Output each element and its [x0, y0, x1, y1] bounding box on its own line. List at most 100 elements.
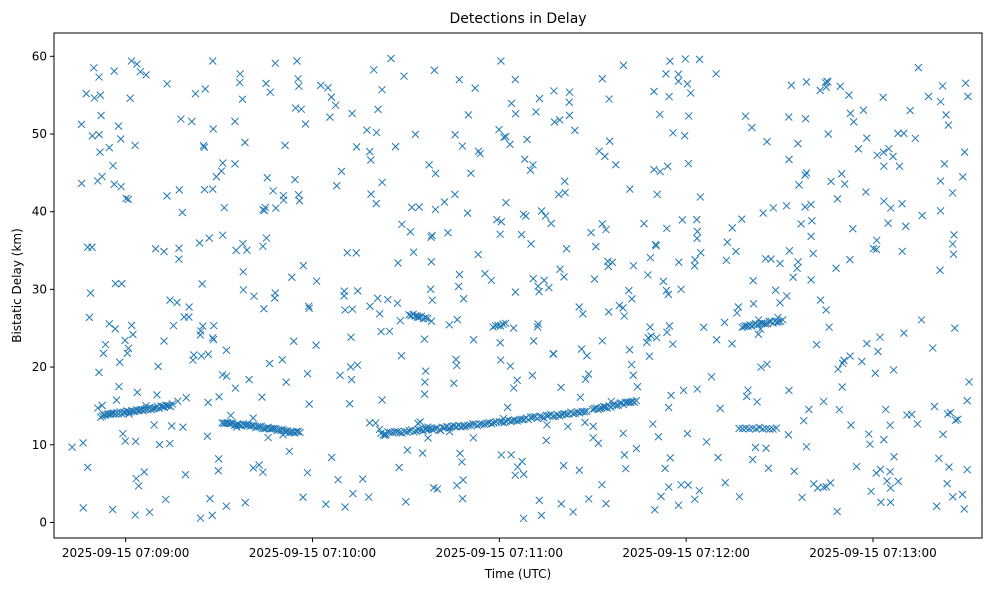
- data-point-marker: [578, 310, 587, 318]
- data-point-marker: [93, 404, 102, 412]
- data-point-marker: [748, 455, 757, 464]
- data-point-marker: [198, 322, 207, 330]
- data-point-marker: [674, 70, 683, 79]
- data-point-marker: [557, 500, 566, 508]
- data-point-marker: [271, 289, 280, 297]
- data-point-marker: [304, 302, 313, 311]
- data-point-marker: [945, 463, 953, 471]
- data-point-marker: [255, 461, 263, 469]
- data-point-marker: [560, 272, 568, 281]
- data-point-marker: [776, 259, 784, 268]
- data-point-marker: [68, 443, 76, 452]
- data-point-marker: [236, 70, 245, 78]
- data-point-marker: [150, 421, 158, 429]
- data-point-marker: [899, 129, 908, 138]
- data-point-marker: [208, 57, 217, 65]
- data-point-marker: [838, 359, 847, 368]
- data-point-marker: [198, 279, 207, 288]
- data-point-marker: [953, 415, 962, 424]
- data-point-marker: [294, 190, 303, 199]
- data-point-marker: [90, 94, 99, 102]
- data-point-marker: [163, 192, 171, 200]
- data-point-marker: [337, 167, 346, 176]
- data-point-marker: [246, 422, 255, 430]
- data-point-marker: [175, 244, 183, 253]
- data-point-marker: [859, 106, 868, 115]
- data-point-marker: [295, 197, 304, 205]
- data-point-marker: [575, 303, 584, 311]
- data-point-marker: [108, 505, 117, 514]
- data-point-marker: [802, 78, 811, 86]
- data-point-marker: [823, 77, 831, 86]
- data-point-marker: [163, 79, 171, 88]
- data-point-marker: [523, 135, 531, 144]
- data-point-marker: [528, 413, 537, 421]
- data-point-marker: [695, 486, 704, 495]
- data-point-marker: [946, 408, 955, 417]
- data-point-marker: [518, 457, 527, 466]
- data-point-marker: [807, 200, 815, 209]
- data-point-marker: [127, 321, 136, 330]
- data-point-marker: [196, 331, 205, 339]
- data-point-marker: [305, 304, 314, 313]
- data-point-marker: [391, 142, 400, 151]
- data-point-marker: [366, 156, 375, 164]
- data-point-marker: [474, 250, 483, 259]
- data-point-marker: [535, 94, 544, 103]
- data-point-marker: [383, 295, 392, 304]
- data-point-marker: [615, 301, 624, 310]
- data-point-marker: [812, 340, 821, 349]
- data-point-marker: [741, 112, 750, 121]
- data-point-marker: [426, 285, 435, 294]
- x-tick-label: 2025-09-15 07:09:00: [62, 546, 189, 560]
- data-point-marker: [693, 234, 701, 243]
- data-point-marker: [496, 338, 505, 347]
- data-point-marker: [577, 345, 586, 353]
- data-point-marker: [496, 230, 505, 239]
- data-point-marker: [200, 185, 209, 194]
- data-point-marker: [802, 169, 811, 177]
- data-point-marker: [876, 333, 884, 342]
- data-point-marker: [421, 367, 430, 375]
- data-point-marker: [836, 82, 845, 91]
- data-point-marker: [88, 243, 96, 252]
- data-point-marker: [793, 264, 801, 273]
- data-point-marker: [714, 453, 722, 462]
- data-point-marker: [444, 228, 452, 237]
- data-point-marker: [837, 170, 846, 178]
- data-point-marker: [453, 315, 462, 324]
- data-point-marker: [801, 203, 809, 211]
- data-point-marker: [879, 148, 888, 157]
- data-point-marker: [951, 416, 960, 425]
- data-point-marker: [305, 400, 314, 408]
- data-point-marker: [751, 443, 760, 452]
- data-point-marker: [291, 104, 300, 112]
- data-point-marker: [499, 320, 507, 328]
- data-point-marker: [433, 424, 442, 432]
- data-point-marker: [208, 333, 217, 342]
- data-point-marker: [341, 306, 349, 314]
- data-point-marker: [452, 355, 460, 364]
- data-point-marker: [464, 421, 472, 430]
- data-point-marker: [214, 466, 223, 475]
- data-point-marker: [249, 414, 258, 422]
- data-point-marker: [886, 421, 894, 430]
- data-point-marker: [165, 439, 174, 448]
- data-point-marker: [142, 71, 150, 79]
- data-point-marker: [326, 113, 334, 121]
- data-point-marker: [883, 477, 891, 485]
- data-point-marker: [427, 257, 436, 266]
- data-point-marker: [468, 420, 477, 428]
- data-point-marker: [664, 403, 673, 412]
- data-point-marker: [388, 428, 397, 437]
- data-point-marker: [98, 401, 106, 410]
- data-point-marker: [303, 369, 312, 378]
- data-point-marker: [795, 181, 803, 189]
- data-point-marker: [664, 483, 673, 491]
- data-point-marker: [894, 129, 902, 138]
- data-point-marker: [537, 207, 546, 215]
- data-point-marker: [353, 287, 362, 295]
- data-point-marker: [544, 411, 553, 420]
- data-point-marker: [299, 493, 307, 502]
- data-point-marker: [118, 429, 127, 438]
